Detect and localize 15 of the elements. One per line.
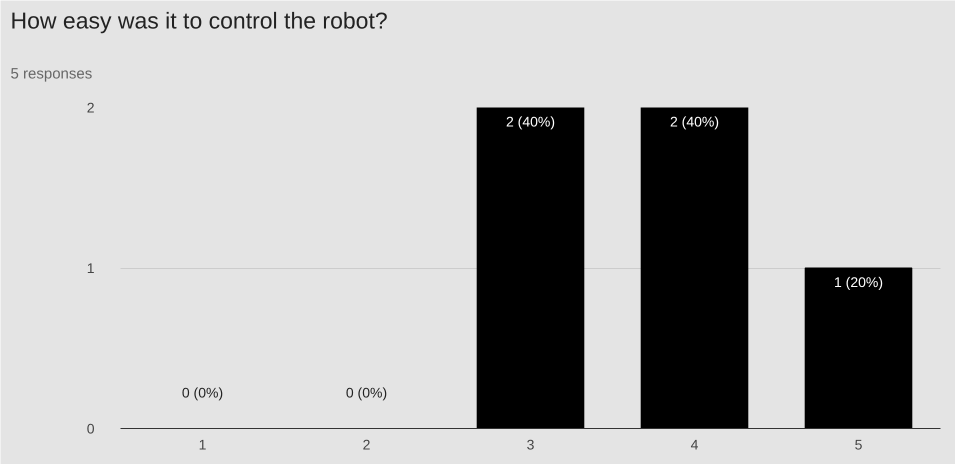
x-tick-label: 2 <box>362 436 371 452</box>
x-tick-label: 4 <box>690 436 699 452</box>
data-label: 2 (40%) <box>506 114 556 130</box>
chart-subtitle: 5 responses <box>10 66 92 82</box>
x-tick-label: 3 <box>526 436 535 452</box>
data-label: 0 (0%) <box>346 384 388 400</box>
data-label: 2 (40%) <box>670 114 720 130</box>
y-tick-label: 1 <box>86 260 95 276</box>
data-label: 1 (20%) <box>834 274 884 290</box>
data-label: 0 (0%) <box>182 384 224 400</box>
y-tick-label: 2 <box>86 100 95 116</box>
chart-title: How easy was it to control the robot? <box>10 8 388 34</box>
x-tick-label: 5 <box>854 436 863 452</box>
y-tick-label: 0 <box>86 420 95 436</box>
x-tick-label: 1 <box>198 436 207 452</box>
